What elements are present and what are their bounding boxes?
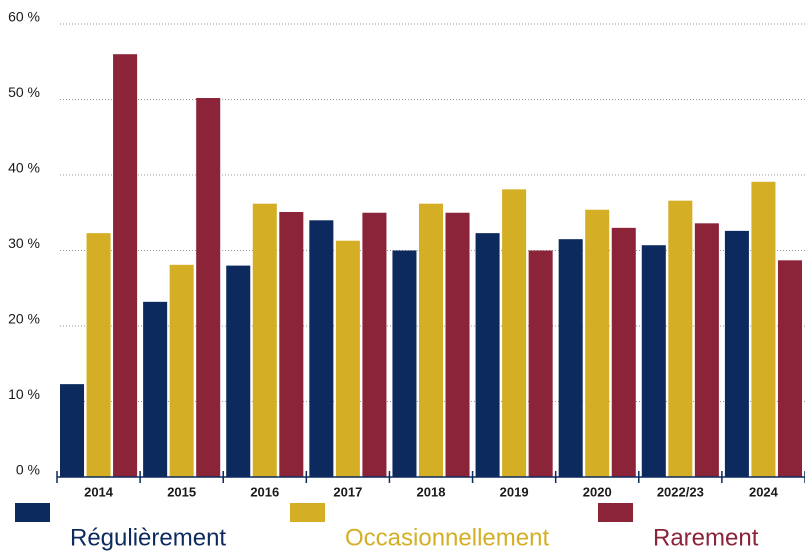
x-tick-label: 2016 — [250, 484, 279, 499]
bar — [392, 250, 417, 477]
x-tick-label: 2014 — [84, 484, 114, 499]
bar — [751, 181, 776, 478]
bar — [86, 233, 111, 477]
y-tick-label: 60 % — [8, 9, 40, 25]
legend-swatch — [15, 503, 50, 522]
bar — [113, 54, 138, 477]
x-tick-label: 2020 — [583, 484, 612, 499]
bar — [558, 239, 583, 477]
bar — [226, 265, 251, 477]
bar — [502, 189, 527, 477]
bar — [60, 384, 85, 477]
y-tick-label: 40 % — [8, 160, 40, 176]
bar — [777, 260, 802, 477]
bar — [279, 211, 304, 477]
x-tick-label: 2015 — [167, 484, 196, 499]
legend-swatch — [598, 503, 633, 522]
x-tick-label: 2022/23 — [657, 484, 704, 499]
bar — [196, 97, 221, 478]
bar — [585, 209, 610, 478]
bar — [362, 212, 387, 477]
x-tick-label: 2019 — [500, 484, 529, 499]
bar — [309, 220, 334, 478]
y-tick-label: 50 % — [8, 84, 40, 100]
bar — [169, 264, 194, 477]
x-tick-label: 2017 — [333, 484, 362, 499]
bar — [611, 227, 636, 477]
legend-label: Occasionnellement — [345, 524, 549, 551]
x-tick-label: 2018 — [417, 484, 446, 499]
bar — [528, 250, 553, 477]
bar — [724, 230, 749, 477]
bar — [335, 240, 360, 477]
y-tick-label: 10 % — [8, 386, 40, 402]
bar — [418, 203, 444, 477]
bar — [445, 212, 470, 477]
bar — [252, 203, 277, 477]
legend-swatch — [290, 503, 325, 522]
legend-label: Régulièrement — [70, 524, 226, 551]
bar — [475, 233, 500, 477]
legend-label: Rarement — [653, 524, 759, 551]
bar — [641, 245, 666, 477]
x-tick-label: 2024 — [749, 484, 779, 499]
y-tick-label: 30 % — [8, 235, 40, 251]
bar — [668, 200, 693, 478]
y-tick-label: 0 % — [16, 462, 40, 478]
y-tick-label: 20 % — [8, 311, 40, 327]
bar — [143, 301, 168, 477]
bar — [694, 223, 719, 477]
